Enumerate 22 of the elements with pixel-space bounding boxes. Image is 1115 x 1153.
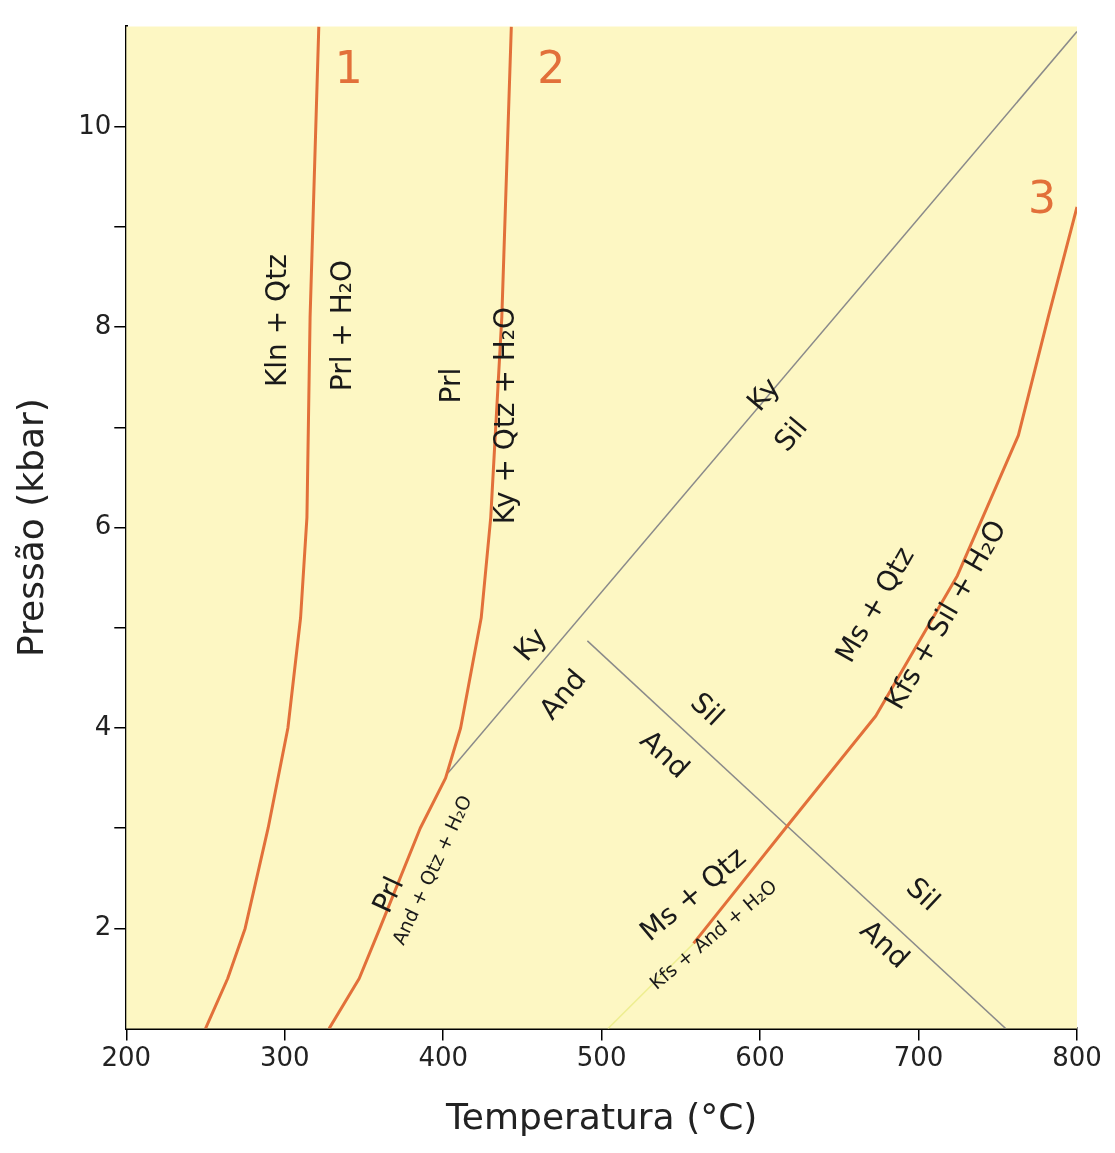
series-label: 1 [334,42,363,94]
y-tick-label: 2 [94,911,112,942]
x-axis-title: Temperatura (°C) [444,1095,758,1137]
series-label: 2 [537,42,566,94]
y-axis-title: Pressão (kbar) [9,398,51,658]
y-tick-label: 6 [94,510,112,541]
x-tick-label: 600 [735,1041,785,1072]
annotation: Prl [433,367,467,404]
y-tick-label: 8 [94,309,112,340]
y-tick-label: 4 [94,710,112,741]
annotation: Ky [506,620,554,668]
y-tick-label: 10 [78,109,112,140]
x-tick-label: 200 [101,1041,152,1072]
x-tick-label: 500 [576,1041,627,1072]
x-tick-label: 400 [418,1041,469,1072]
x-tick-label: 300 [259,1041,310,1072]
annotation: Ky + Qtz + H₂O [487,306,521,525]
x-tick-label: 700 [893,1041,944,1072]
annotation: Prl + H₂O [325,259,359,392]
x-tick-label: 800 [1052,1041,1102,1072]
annotation: Kln + Qtz [259,254,293,388]
series-label: 3 [1028,172,1056,224]
